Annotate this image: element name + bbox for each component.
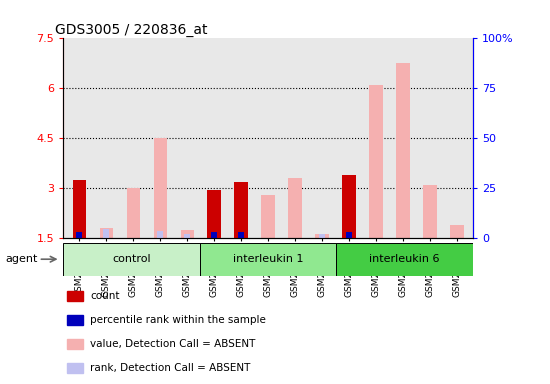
Text: interleukin 1: interleukin 1 [233,254,304,264]
Bar [423,185,437,238]
Bar [63,243,200,276]
Bar [288,178,302,238]
Bar [73,180,86,238]
Text: value, Detection Call = ABSENT: value, Detection Call = ABSENT [91,339,256,349]
Bar [346,232,352,238]
Bar [67,339,82,349]
Text: interleukin 6: interleukin 6 [370,254,440,264]
Bar [261,195,275,238]
Bar [126,188,140,238]
Bar [207,190,221,238]
Bar [67,291,82,301]
Bar [67,315,82,325]
Text: agent: agent [6,254,38,264]
Bar [67,363,82,373]
Text: rank, Detection Call = ABSENT: rank, Detection Call = ABSENT [91,363,251,373]
Bar [238,232,244,238]
Bar [396,63,410,238]
Text: GDS3005 / 220836_at: GDS3005 / 220836_at [55,23,207,37]
Bar [211,232,217,238]
Text: percentile rank within the sample: percentile rank within the sample [91,315,266,325]
Bar [342,175,356,238]
Bar [103,229,109,238]
Bar [184,234,190,238]
Bar [315,234,329,238]
Bar [369,85,383,238]
Bar [450,225,464,238]
Bar [337,243,473,276]
Bar [157,231,163,238]
Text: count: count [91,291,120,301]
Bar [319,234,325,238]
Bar [234,182,248,238]
Bar [180,230,194,238]
Bar [153,138,167,238]
Bar [76,232,82,238]
Text: control: control [112,254,151,264]
Bar [200,243,337,276]
Bar [100,228,113,238]
